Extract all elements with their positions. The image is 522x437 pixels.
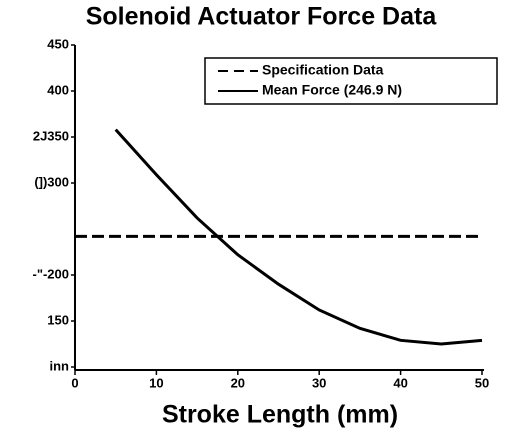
legend-label: Mean Force (246.9 N)	[262, 82, 402, 98]
y-tick-label: 2J350	[33, 128, 69, 143]
y-tick-label: -"-200	[32, 266, 69, 281]
y-tick-label: inn	[50, 358, 70, 373]
x-tick-label: 50	[475, 375, 489, 390]
x-tick-label: 40	[393, 375, 407, 390]
y-tick-label: 450	[47, 36, 69, 51]
y-tick-label: (])300	[34, 174, 69, 189]
chart-title: Solenoid Actuator Force Data	[86, 3, 438, 31]
x-axis-label: Stroke Length (mm)	[162, 401, 398, 429]
legend-label: Specification Data	[262, 62, 384, 78]
x-tick-label: 20	[231, 375, 245, 390]
x-tick-label: 10	[149, 375, 163, 390]
legend-box	[204, 57, 498, 105]
series-line	[114, 128, 483, 346]
x-tick-label: 30	[312, 375, 326, 390]
y-tick-label: 150	[47, 312, 69, 327]
y-tick-label: 400	[47, 82, 69, 97]
x-tick-label: 0	[71, 375, 78, 390]
